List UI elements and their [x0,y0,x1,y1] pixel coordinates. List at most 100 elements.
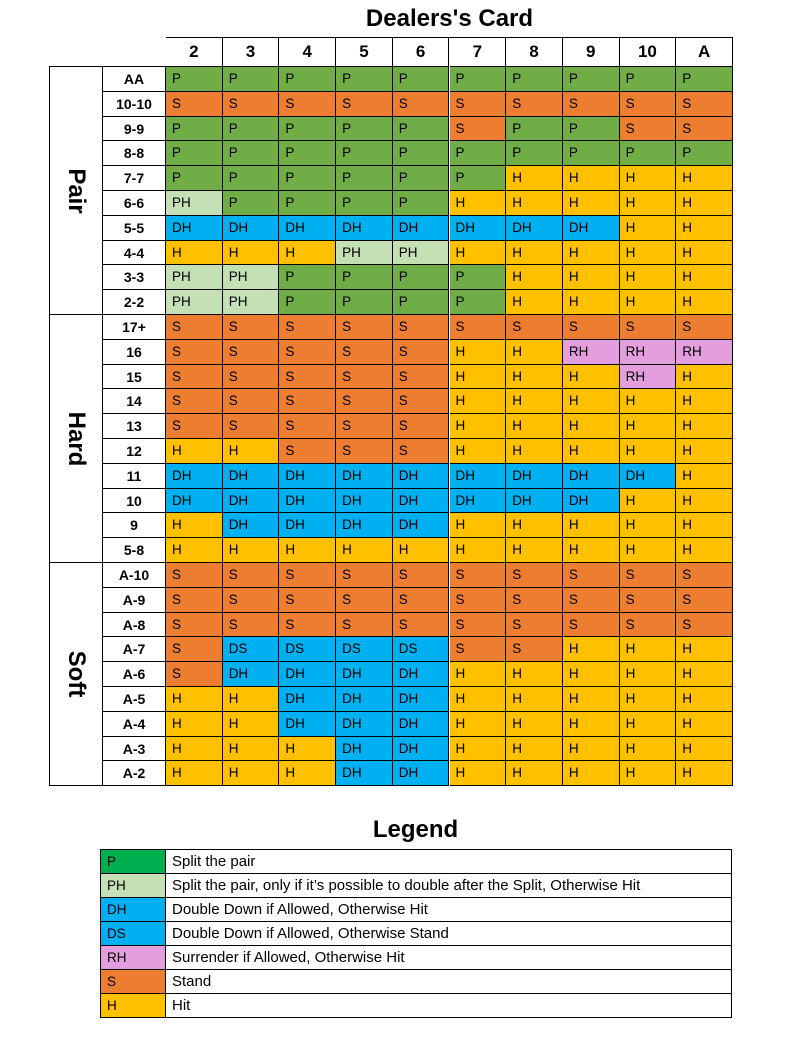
strategy-cell: S [449,315,507,340]
strategy-cell: P [222,166,280,191]
strategy-cell: S [506,637,563,663]
strategy-cell: H [222,439,280,464]
strategy-cell: S [506,587,563,613]
strategy-cell: S [166,563,223,588]
player-hand-label: 11 [103,463,166,489]
strategy-cell: H [506,240,563,266]
strategy-cell: H [676,662,733,687]
strategy-cell: DH [449,463,507,489]
strategy-cell: S [392,612,450,638]
strategy-cell: H [222,761,280,787]
strategy-cell: H [506,414,563,439]
section-name: Soft [63,650,90,698]
strategy-cell: S [166,91,223,117]
strategy-cell: DH [166,488,223,514]
strategy-cell: DH [392,761,450,787]
strategy-cell: S [449,587,507,613]
strategy-cell: H [279,240,337,266]
strategy-cell: H [619,414,677,439]
strategy-cell: S [336,364,393,390]
strategy-cell: H [449,711,507,737]
strategy-cell: H [392,538,450,563]
strategy-cell: H [449,513,507,539]
player-hand-label: 3-3 [103,265,166,291]
strategy-cell: S [449,612,507,638]
strategy-cell: H [676,191,733,216]
strategy-cell: H [279,761,337,787]
strategy-cell: DS [336,637,393,663]
strategy-cell: DH [506,463,563,489]
strategy-cell: H [562,711,620,737]
strategy-cell: S [222,315,280,340]
strategy-cell: DH [392,215,450,241]
strategy-cell: P [166,67,223,92]
strategy-cell: DH [336,488,393,514]
strategy-cell: H [449,687,507,712]
strategy-cell: S [506,315,563,340]
strategy-cell: S [619,587,677,613]
strategy-cell: H [676,364,733,390]
strategy-cell: S [392,91,450,117]
strategy-cell: P [676,141,733,167]
strategy-cell: H [562,290,620,315]
strategy-cell: RH [676,339,733,365]
strategy-cell: S [506,563,563,588]
strategy-cell: S [619,612,677,638]
strategy-cell: PH [166,265,223,291]
strategy-cell: H [166,736,223,762]
strategy-cell: S [222,563,280,588]
header-top-border [166,37,733,38]
strategy-cell: H [449,538,507,563]
strategy-cell: H [562,240,620,266]
strategy-cell: DH [336,662,393,687]
strategy-cell: RH [619,339,677,365]
strategy-cell: P [392,290,450,315]
strategy-cell: DH [279,488,337,514]
strategy-cell: H [676,240,733,266]
strategy-cell: H [562,513,620,539]
strategy-cell: S [619,563,677,588]
strategy-cell: H [619,736,677,762]
strategy-cell: H [619,290,677,315]
strategy-cell: S [336,612,393,638]
strategy-cell: PH [166,191,223,216]
strategy-cell: S [166,612,223,638]
strategy-cell: P [336,67,393,92]
strategy-cell: H [279,736,337,762]
strategy-cell: H [222,711,280,737]
strategy-cell: H [562,364,620,390]
strategy-cell: P [506,67,563,92]
strategy-cell: P [279,191,337,216]
player-hand-label: AA [103,67,166,92]
strategy-cell: H [506,389,563,415]
strategy-cell: S [222,389,280,415]
strategy-cell: S [676,587,733,613]
strategy-cell: S [166,587,223,613]
strategy-cell: DH [279,687,337,712]
strategy-cell: DH [222,513,280,539]
strategy-cell: H [449,439,507,464]
strategy-cell: S [336,315,393,340]
dealer-card-header: A [676,38,733,67]
strategy-cell: DH [336,761,393,787]
strategy-cell: H [449,414,507,439]
strategy-cell: H [676,166,733,191]
strategy-cell: H [619,538,677,563]
legend-description: Surrender if Allowed, Otherwise Hit [166,946,732,970]
legend-row: P Split the pair [101,850,732,874]
strategy-cell: S [336,389,393,415]
legend-description: Split the pair, only if it’s possible to… [166,874,732,898]
strategy-cell: S [392,414,450,439]
strategy-cell: H [562,637,620,663]
player-hand-label: 8-8 [103,141,166,167]
strategy-cell: S [166,662,223,687]
section-name: Hard [63,411,90,466]
legend-description: Stand [166,970,732,994]
strategy-cell: H [222,538,280,563]
strategy-cell: H [619,240,677,266]
strategy-cell: H [676,711,733,737]
strategy-cell: P [222,141,280,167]
legend-description: Double Down if Allowed, Otherwise Stand [166,922,732,946]
strategy-cell: P [336,141,393,167]
strategy-cell: H [506,761,563,787]
